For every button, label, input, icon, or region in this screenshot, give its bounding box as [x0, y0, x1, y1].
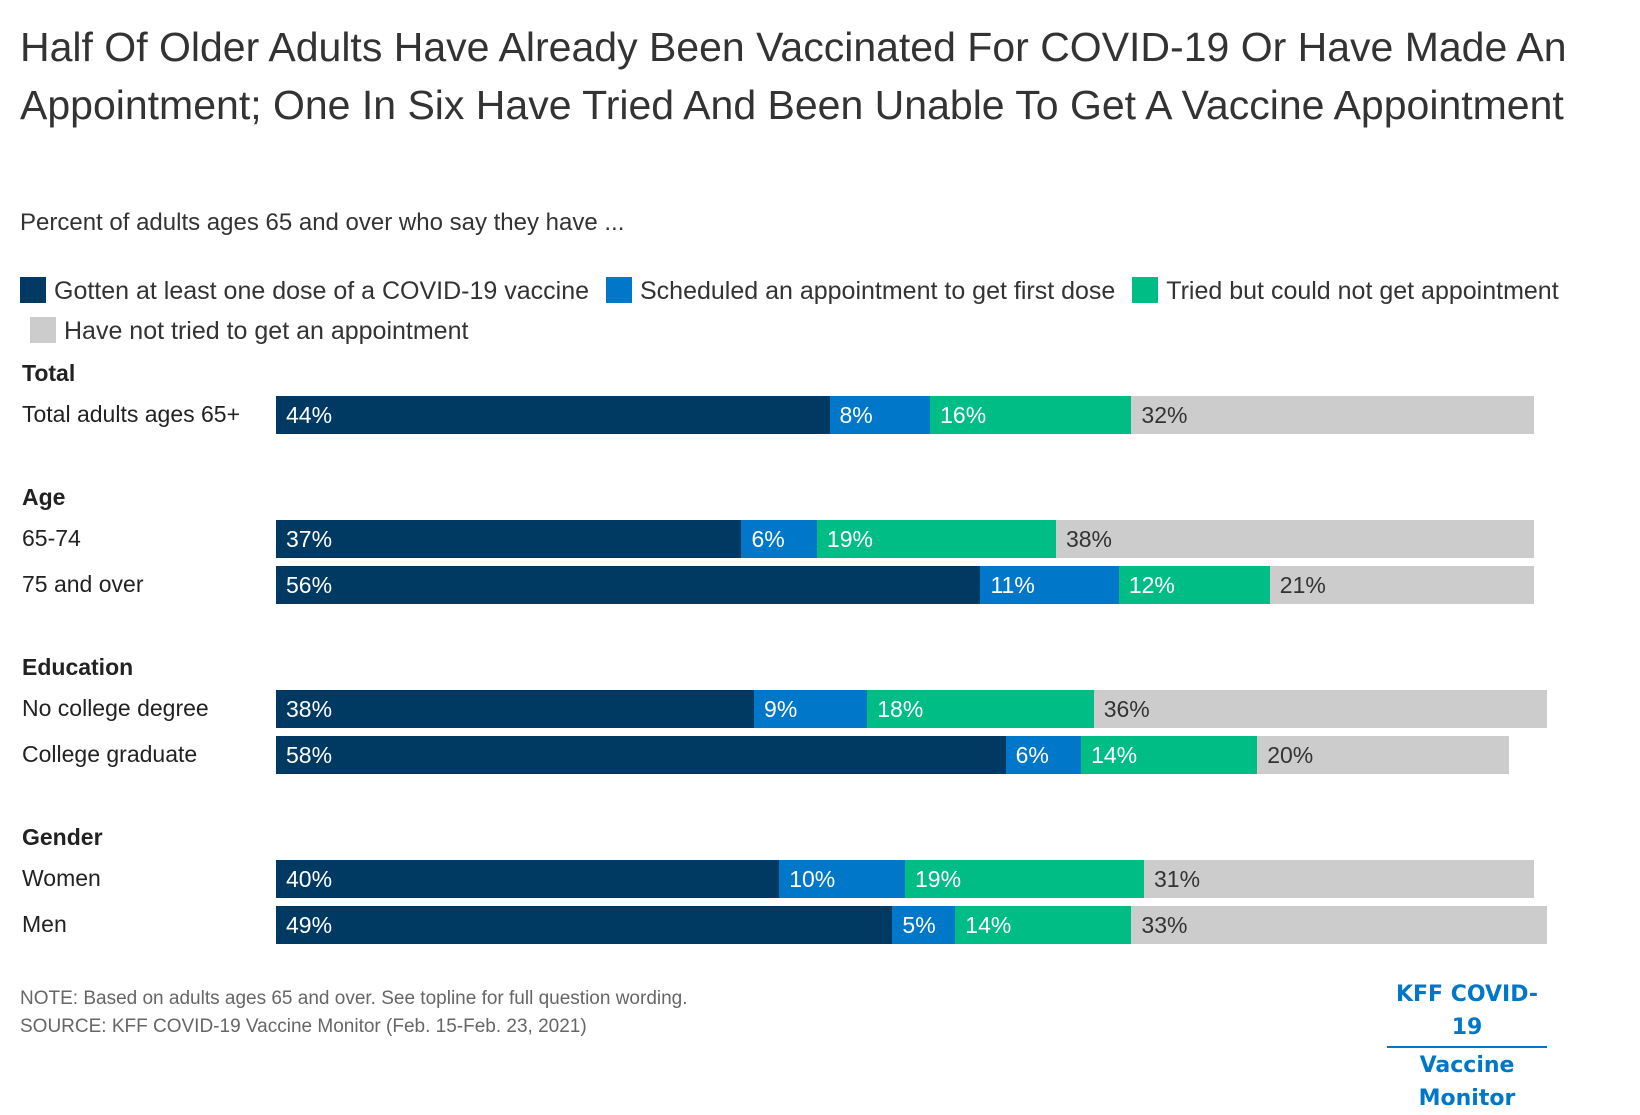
group-label: Gender — [22, 824, 103, 850]
legend-swatch — [1132, 277, 1159, 303]
legend-label: Tried but could not get appointment — [1166, 277, 1559, 305]
bar-segment: 14% — [1081, 736, 1258, 774]
bar-segment: 31% — [1144, 860, 1534, 898]
footer-source: SOURCE: KFF COVID-19 Vaccine Monitor (Fe… — [20, 1016, 587, 1037]
bar-segment: 6% — [741, 520, 817, 558]
data-label: 38% — [286, 696, 333, 722]
data-label: 37% — [286, 526, 333, 552]
bar-segment: 5% — [892, 906, 956, 944]
bar-segment: 19% — [816, 520, 1056, 558]
data-label: 33% — [1141, 912, 1188, 938]
bar-segment: 38% — [276, 690, 755, 728]
data-label: 9% — [764, 696, 798, 722]
logo-line1: KFF COVID-19 — [1387, 978, 1547, 1048]
chart-legend: Gotten at least one dose of a COVID-19 v… — [20, 271, 1600, 351]
bar-segment: 36% — [1093, 690, 1547, 728]
bar-segment: 18% — [867, 690, 1094, 728]
data-label: 58% — [286, 742, 333, 768]
legend-item: Have not tried to get an appointment — [20, 317, 468, 345]
data-label: 31% — [1154, 866, 1201, 892]
data-label: 14% — [965, 912, 1012, 938]
bar-segment: 19% — [904, 860, 1144, 898]
data-label: 8% — [839, 402, 873, 428]
bar-segment: 33% — [1131, 906, 1547, 944]
bar-segment: 58% — [276, 736, 1006, 774]
bar-segment: 12% — [1118, 566, 1270, 604]
row-label: 75 and over — [22, 571, 144, 597]
data-label: 6% — [751, 526, 785, 552]
footer-note: NOTE: Based on adults ages 65 and over. … — [20, 988, 688, 1009]
bar-segment: 56% — [276, 566, 981, 604]
bar-segment: 40% — [276, 860, 780, 898]
data-label: 6% — [1015, 742, 1049, 768]
bar-segment: 49% — [276, 906, 893, 944]
data-label: 10% — [789, 866, 836, 892]
data-label: 36% — [1103, 696, 1150, 722]
bar-segment: 38% — [1055, 520, 1534, 558]
data-label: 38% — [1065, 526, 1112, 552]
data-label: 11% — [990, 572, 1035, 598]
group-label: Education — [22, 654, 134, 680]
chart-footer: NOTE: Based on adults ages 65 and over. … — [20, 985, 688, 1041]
legend-swatch — [605, 277, 632, 303]
row-label: Women — [22, 865, 101, 891]
row-label: College graduate — [22, 741, 198, 767]
data-label: 21% — [1279, 572, 1326, 598]
stacked-bar: 58% 6% 14% 20% — [276, 736, 1509, 774]
row-label: No college degree — [22, 695, 209, 721]
data-label: 40% — [286, 866, 333, 892]
data-label: 18% — [877, 696, 924, 722]
bar-segment: 10% — [779, 860, 905, 898]
row-label: Total adults ages 65+ — [22, 401, 241, 427]
bar-segment: 14% — [955, 906, 1132, 944]
row-label: 65-74 — [22, 525, 81, 551]
bar-segment: 20% — [1257, 736, 1509, 774]
legend-label: Gotten at least one dose of a COVID-19 v… — [54, 277, 590, 305]
row-label: Men — [22, 911, 67, 937]
bar-segment: 6% — [1005, 736, 1082, 774]
bar-segment: 37% — [276, 520, 742, 558]
data-label: 32% — [1141, 402, 1188, 428]
data-label: 19% — [914, 866, 962, 892]
chart-subtitle: Percent of adults ages 65 and over who s… — [20, 209, 625, 236]
data-label: 5% — [902, 912, 936, 938]
group-label: Total — [22, 360, 76, 386]
legend-item: Scheduled an appointment to get first do… — [596, 277, 1115, 305]
stacked-bar: 44% 8% 16% 32% — [276, 396, 1534, 434]
kff-vaccine-monitor-logo: KFF COVID-19 Vaccine Monitor — [1387, 978, 1547, 1115]
data-label: 19% — [826, 526, 873, 552]
legend-swatch — [30, 317, 56, 343]
legend-label: Scheduled an appointment to get first do… — [639, 277, 1116, 305]
data-label: 56% — [286, 572, 333, 598]
bar-segment: 32% — [1131, 396, 1534, 434]
group-label: Age — [22, 484, 66, 510]
legend-item: Tried but could not get appointment — [1122, 277, 1559, 305]
bar-segment: 21% — [1269, 566, 1534, 604]
bar-segment: 16% — [930, 396, 1132, 434]
data-label: 16% — [940, 402, 987, 428]
chart-title: Half Of Older Adults Have Already Been V… — [20, 24, 1567, 128]
stacked-bar: 37% 6% 19% 38% — [276, 520, 1534, 558]
data-label: 14% — [1091, 742, 1138, 768]
legend-item: Gotten at least one dose of a COVID-19 v… — [20, 277, 589, 305]
bar-segment: 44% — [276, 396, 830, 434]
data-label: 44% — [286, 402, 333, 428]
legend-label: Have not tried to get an appointment — [64, 317, 469, 345]
data-label: 20% — [1267, 742, 1314, 768]
legend-swatch — [20, 277, 46, 303]
data-label: 49% — [286, 912, 333, 938]
stacked-bar: 40% 10% 19% 31% — [276, 860, 1534, 898]
stacked-bar: 49% 5% 14% 33% — [276, 906, 1547, 944]
stacked-bar: 38% 9% 18% 36% — [276, 690, 1547, 728]
data-label: 12% — [1128, 572, 1175, 598]
bar-segment: 9% — [754, 690, 868, 728]
stacked-bar: 56% 11% 12% 21% — [276, 566, 1534, 604]
logo-line2: Vaccine Monitor — [1418, 1053, 1516, 1111]
bar-segment: 11% — [980, 566, 1119, 604]
bar-segment: 8% — [829, 396, 931, 434]
